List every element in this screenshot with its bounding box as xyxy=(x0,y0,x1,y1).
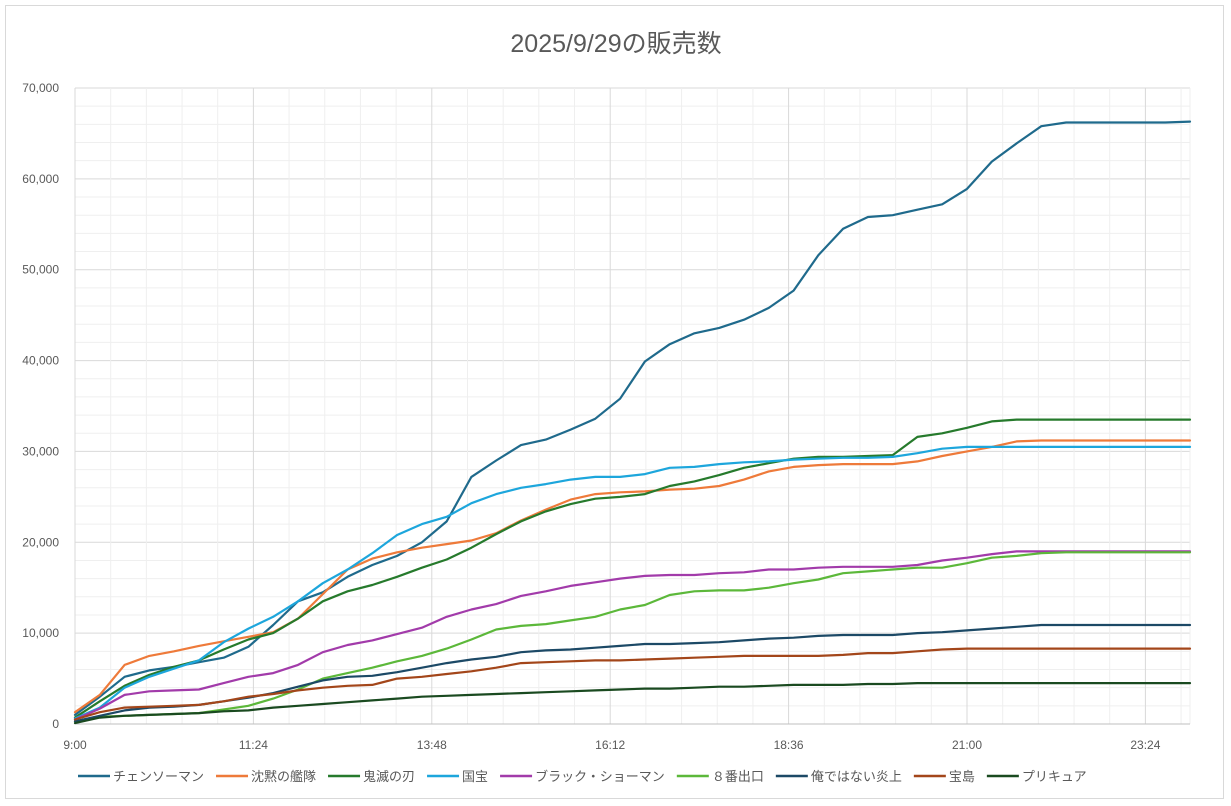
y-axis-ticks: 0 10,000 20,000 30,000 40,000 50,000 60,000 70,… xyxy=(22,81,59,731)
legend-item: 沈黙の艦隊 xyxy=(216,769,316,784)
legend-item: ブラック・ショーマン xyxy=(500,769,665,784)
x-axis-ticks: 9:00 11:24 13:48 16:12 18:36 21:00 23:24 xyxy=(63,738,1160,752)
series-line-3 xyxy=(73,418,1192,719)
x-tick-label: 13:48 xyxy=(417,738,447,752)
legend-item: ８番出口 xyxy=(676,769,764,784)
legend-item: 鬼滅の刃 xyxy=(328,769,415,784)
legend-label: 沈黙の艦隊 xyxy=(251,769,316,784)
series-line-5 xyxy=(73,550,1192,721)
gridlines xyxy=(74,87,1191,725)
series-line-8 xyxy=(73,647,1192,721)
legend-label: 俺ではない炎上 xyxy=(811,769,902,784)
legend: チェンソーマン 沈黙の艦隊 鬼滅の刃 国宝 ブラック・ショーマン ８番出口 俺ではない炎上 宝… xyxy=(78,769,1087,784)
legend-label: 国宝 xyxy=(462,769,488,784)
y-tick-label: 50,000 xyxy=(22,263,59,277)
y-tick-label: 10,000 xyxy=(22,626,59,640)
x-tick-label: 11:24 xyxy=(239,738,268,752)
chart-frame xyxy=(5,5,1224,799)
legend-label: プリキュア xyxy=(1022,769,1087,784)
chart-title: 2025/9/29の販売数 xyxy=(510,30,721,58)
series-line-9 xyxy=(73,681,1192,725)
y-tick-label: 0 xyxy=(52,717,59,731)
legend-label: 鬼滅の刃 xyxy=(363,769,415,784)
legend-item: 国宝 xyxy=(427,769,488,784)
y-tick-label: 70,000 xyxy=(22,81,59,95)
legend-label: ブラック・ショーマン xyxy=(535,769,665,784)
x-tick-label: 18:36 xyxy=(774,738,804,752)
legend-label: ８番出口 xyxy=(712,769,764,784)
legend-label: チェンソーマン xyxy=(113,769,204,784)
y-tick-label: 60,000 xyxy=(22,172,59,186)
legend-label: 宝島 xyxy=(949,769,975,784)
y-tick-label: 40,000 xyxy=(22,354,59,368)
x-tick-label: 23:24 xyxy=(1130,738,1160,752)
legend-item: 宝島 xyxy=(913,769,975,784)
x-tick-label: 21:00 xyxy=(952,738,982,752)
x-tick-label: 16:12 xyxy=(595,738,625,752)
series-line-4 xyxy=(73,445,1192,720)
x-tick-label: 9:00 xyxy=(63,738,87,752)
series-line-2 xyxy=(73,439,1192,714)
series-lines xyxy=(73,120,1192,725)
legend-item: チェンソーマン xyxy=(78,769,204,784)
series-line-6 xyxy=(73,551,1192,723)
legend-item: 俺ではない炎上 xyxy=(775,769,902,784)
y-tick-label: 30,000 xyxy=(22,444,59,458)
legend-item: プリキュア xyxy=(986,769,1087,784)
y-tick-label: 20,000 xyxy=(22,535,59,549)
